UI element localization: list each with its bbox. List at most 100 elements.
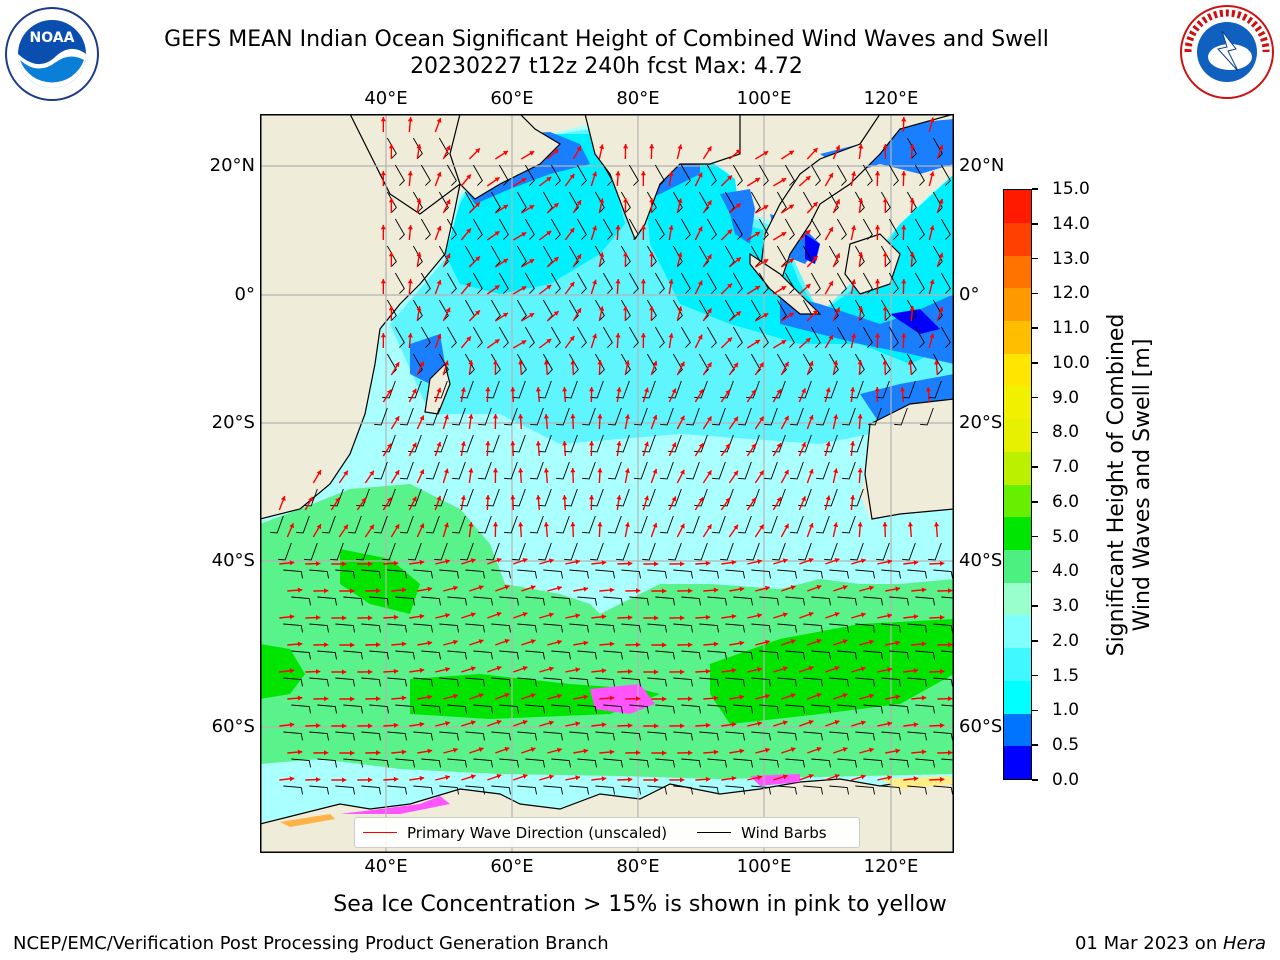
- wind-barb: [673, 677, 693, 687]
- wind-barb: [920, 407, 934, 426]
- wind-barb: [854, 245, 865, 267]
- wind-barb: [902, 542, 916, 561]
- wind-barb: [296, 515, 310, 534]
- wind-barb: [750, 191, 761, 213]
- wave-direction-arrowhead: [401, 749, 407, 755]
- wave-direction-arrowhead: [535, 495, 541, 500]
- wind-barb: [322, 515, 336, 534]
- wave-direction-arrowhead: [735, 149, 741, 155]
- wave-direction-arrowhead: [735, 311, 741, 317]
- wind-barb: [413, 731, 433, 741]
- wave-direction-arrowhead: [913, 560, 919, 566]
- wave-direction-arrowhead: [825, 387, 831, 393]
- wave-direction-arrowhead: [816, 746, 822, 752]
- wave-direction-arrowhead: [858, 306, 864, 311]
- wave-direction-arrowhead: [453, 639, 458, 645]
- wind-barb: [855, 569, 875, 579]
- wave-direction-arrowhead: [679, 361, 685, 367]
- wave-direction-arrowhead: [427, 586, 433, 592]
- wind-barb: [907, 677, 927, 687]
- wind-barb: [550, 218, 561, 240]
- wave-direction-arrowhead: [416, 306, 422, 311]
- colorbar-tick-mark: [1032, 674, 1038, 677]
- wave-direction-arrowhead: [492, 522, 499, 527]
- wind-barb: [810, 326, 821, 348]
- wave-direction-arrowhead: [808, 773, 814, 779]
- wind-barb: [486, 488, 500, 507]
- wave-direction-arrowhead: [453, 693, 458, 699]
- wave-direction-arrowhead: [475, 310, 480, 316]
- wind-barb: [438, 353, 449, 375]
- colorbar-tick-label: 6.0: [1052, 491, 1080, 512]
- wave-direction-arrowhead: [436, 333, 442, 339]
- wave-direction-arrowhead: [548, 666, 554, 672]
- wave-direction-arrowhead: [419, 667, 425, 673]
- lat-tick-left: 60°S: [211, 716, 255, 737]
- wave-direction-arrowhead: [801, 496, 806, 502]
- wave-direction-arrowhead: [857, 360, 863, 365]
- wind-barb: [759, 704, 779, 714]
- wave-direction-arrowhead: [705, 560, 711, 566]
- wave-direction-arrowhead: [687, 750, 693, 756]
- colorbar-tick-mark: [1032, 362, 1038, 364]
- wind-barb: [932, 191, 943, 213]
- wind-barb: [907, 623, 927, 633]
- wave-direction-arrowhead: [705, 614, 711, 620]
- wave-direction-arrowhead: [496, 557, 502, 563]
- wind-barb: [686, 515, 700, 534]
- wave-direction-arrowhead: [735, 203, 741, 209]
- wind-barb: [828, 245, 839, 267]
- wave-direction-arrowhead: [816, 638, 822, 644]
- wind-barb: [699, 785, 719, 795]
- wave-direction-arrowhead: [921, 587, 927, 593]
- wind-barb: [283, 731, 303, 741]
- wind-barb: [543, 731, 563, 741]
- wave-direction-arrowhead: [575, 667, 581, 673]
- wind-barb: [816, 407, 830, 426]
- wind-barb: [387, 623, 407, 633]
- wind-barb: [421, 758, 441, 768]
- wave-direction-arrowhead: [887, 613, 892, 619]
- wave-direction-arrowhead: [343, 470, 348, 476]
- wave-direction-arrowhead: [731, 775, 737, 782]
- wave-direction-arrowhead: [909, 144, 915, 149]
- wind-barb: [304, 488, 318, 507]
- wind-barb: [758, 218, 769, 240]
- wind-barb: [751, 731, 771, 741]
- wave-direction-arrowhead: [419, 523, 425, 529]
- wind-barb: [646, 299, 657, 321]
- wave-direction-arrowhead: [662, 696, 667, 702]
- wind-barb: [386, 191, 397, 213]
- wave-direction-arrowhead: [913, 668, 919, 674]
- wave-direction-arrowhead: [860, 612, 866, 618]
- wind-barb: [772, 380, 786, 399]
- wind-barb: [914, 218, 925, 240]
- wave-direction-arrowhead: [553, 257, 559, 262]
- wind-barb: [621, 785, 641, 795]
- colorbar-tick-mark: [1032, 779, 1038, 781]
- lat-tick-left: 0°: [234, 284, 255, 305]
- wave-direction-arrowhead: [947, 696, 953, 702]
- wave-direction-arrowhead: [601, 560, 607, 566]
- wave-direction-arrowhead: [543, 468, 549, 473]
- wind-barb: [408, 380, 422, 399]
- wind-barb: [369, 650, 389, 660]
- wind-barb: [447, 758, 467, 768]
- lon-tick-top: 120°E: [863, 88, 919, 109]
- wind-barb: [361, 785, 381, 795]
- wind-barb: [603, 596, 623, 606]
- wind-barb: [764, 515, 778, 534]
- wind-barb: [933, 569, 953, 579]
- wave-direction-arrowhead: [368, 615, 373, 621]
- wind-barb: [283, 623, 303, 633]
- wave-direction-arrowhead: [280, 496, 286, 501]
- wind-barb: [478, 407, 492, 426]
- wave-direction-arrowhead: [562, 495, 568, 500]
- wind-barb: [361, 731, 381, 741]
- wind-barb: [512, 380, 526, 399]
- wave-direction-arrowhead: [895, 586, 901, 592]
- wave-direction-arrowhead: [316, 524, 321, 530]
- wind-barb: [928, 380, 942, 399]
- wave-direction-arrowhead: [835, 253, 841, 259]
- wind-barb: [473, 650, 493, 660]
